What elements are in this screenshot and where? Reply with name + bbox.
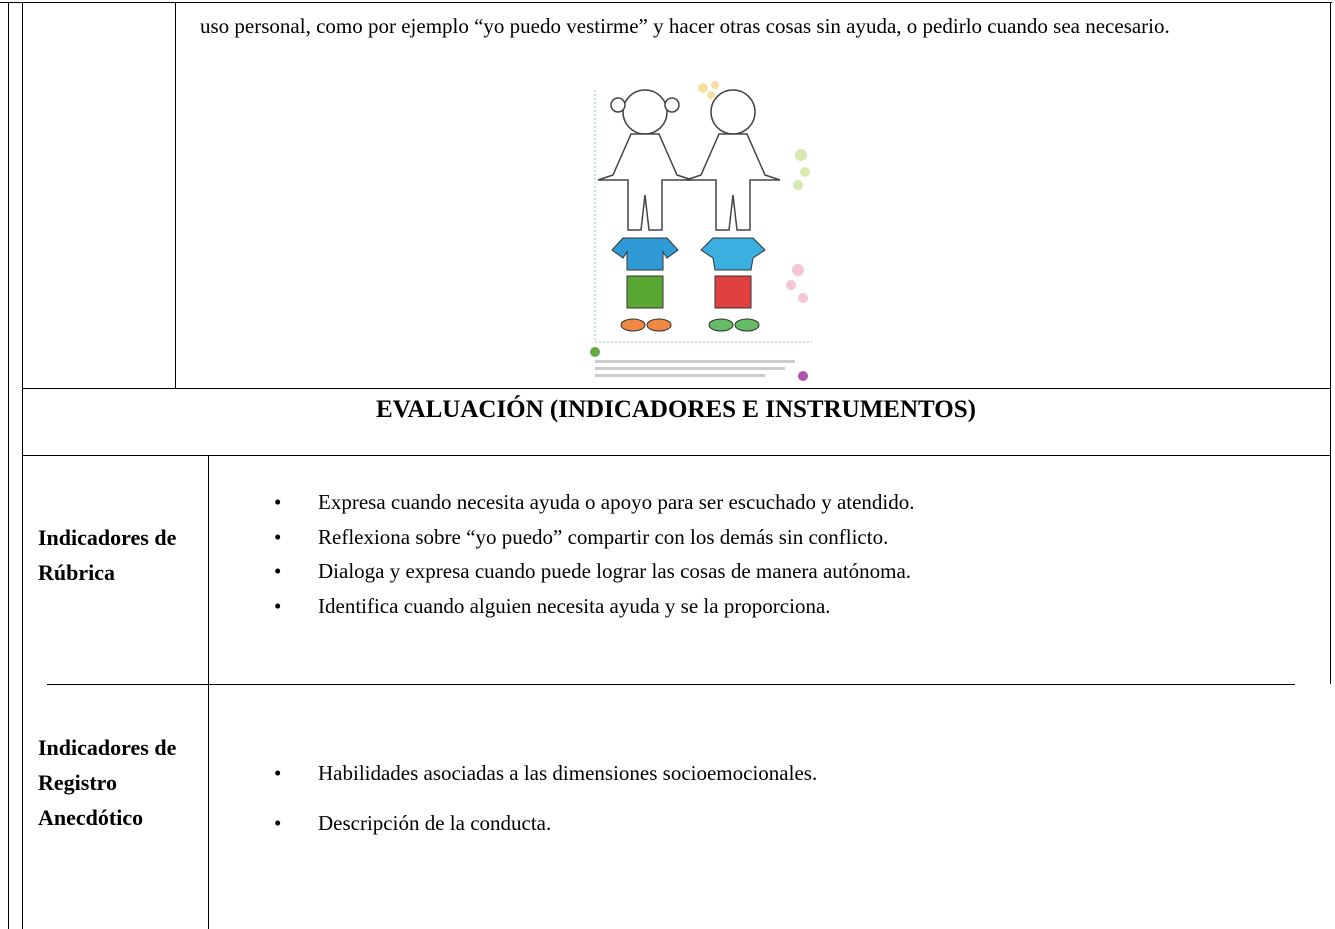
border [0,2,1332,3]
bullet-item: Habilidades asociadas a las dimensiones … [274,748,817,798]
border [22,388,1331,389]
illustration [583,80,812,388]
separator [47,684,1295,685]
border [175,2,176,388]
border [1330,2,1331,684]
bullet-item: Expresa cuando necesita ayuda o apoyo pa… [274,485,915,520]
bullet-item: Identifica cuando alguien necesita ayuda… [274,589,915,624]
border [208,455,209,929]
row-label: Indicadores de Registro Anecdótico [38,735,177,830]
bullet-item: Descripción de la conducta. [274,798,817,848]
bullet-list: Expresa cuando necesita ayuda o apoyo pa… [274,485,915,624]
bullet-item: Reflexiona sobre “yo puedo” compartir co… [274,520,915,555]
border [22,2,23,929]
bullet-list: Habilidades asociadas a las dimensiones … [274,748,817,848]
border [22,455,1331,456]
row-label: Indicadores de Rúbrica [38,525,177,585]
bullet-item: Dialoga y expresa cuando puede lograr la… [274,554,915,589]
section-heading: EVALUACIÓN (INDICADORES E INSTRUMENTOS) [376,396,976,423]
border [8,2,9,929]
paragraph: uso personal, como por ejemplo “yo puedo… [200,14,1170,38]
